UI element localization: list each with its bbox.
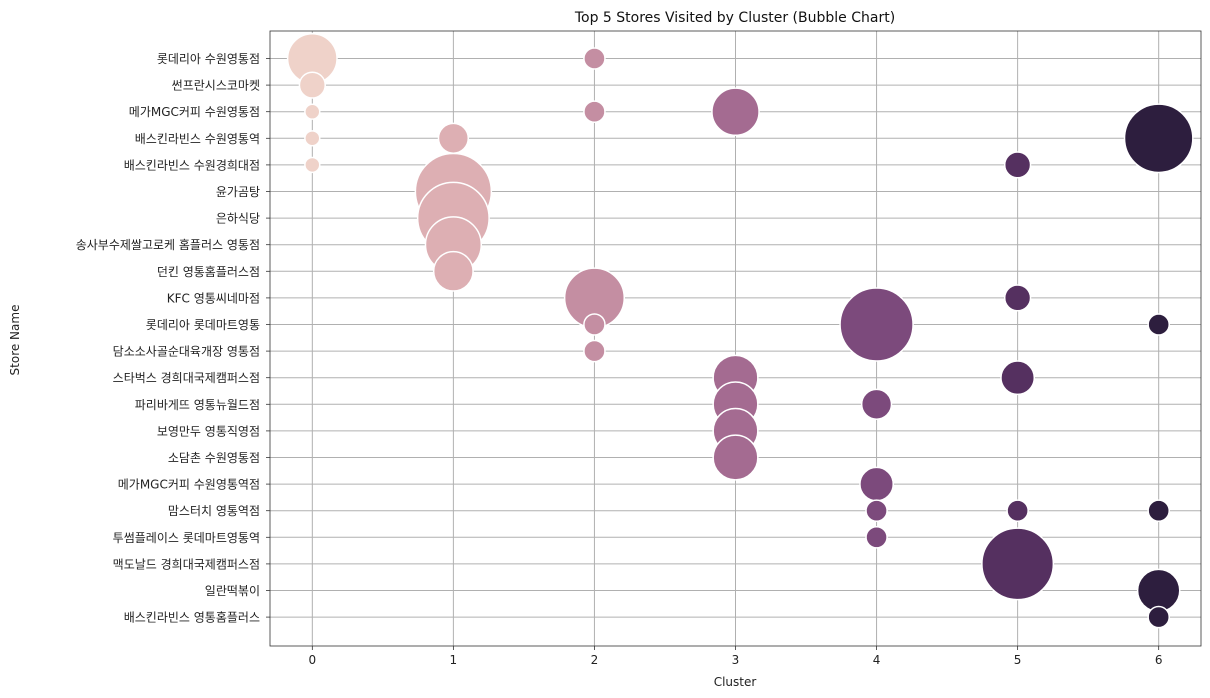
bubble-point: [1123, 103, 1194, 174]
bubble-point: [304, 156, 321, 174]
x-tick-label: 2: [591, 653, 599, 667]
y-tick-label: 배스킨라빈스 수원경희대점: [124, 158, 260, 172]
y-tick-label: KFC 영통씨네마점: [167, 291, 260, 305]
x-axis-title: Cluster: [714, 675, 757, 689]
y-tick-label: 소담촌 수원영통점: [168, 451, 260, 465]
y-tick-label: 던킨 영통홈플러스점: [157, 265, 260, 279]
bubble-point: [859, 466, 894, 502]
chart-title: Top 5 Stores Visited by Cluster (Bubble …: [574, 10, 895, 26]
y-tick-label: 보영만두 영통직영점: [157, 424, 260, 438]
y-tick-label: 투썸플레이스 롯데마트영통역: [113, 531, 260, 545]
bubble-point: [583, 339, 606, 363]
bubble-point: [583, 100, 606, 123]
y-tick-label: 파리바게뜨 영통뉴월드점: [135, 398, 260, 412]
bubble-point: [304, 130, 321, 147]
y-tick-label: 송사부수제쌀고로케 홈플러스 영통점: [76, 238, 260, 252]
y-tick-label: 맘스터치 영통역점: [168, 504, 260, 518]
y-tick-label: 배스킨라빈스 영통홈플러스: [124, 611, 260, 625]
bubble-point: [1136, 568, 1181, 613]
y-tick-label: 썬프란시스코마켓: [172, 79, 260, 93]
y-tick-label: 메가MGC커피 수원영통역점: [118, 478, 260, 492]
bubble-point: [1006, 499, 1029, 522]
bubble-point: [1003, 151, 1032, 179]
bubble-point: [1003, 284, 1032, 312]
y-tick-label: 은하식당: [216, 212, 260, 226]
y-tick-label: 담소소사골순대육개장 영통점: [113, 345, 260, 359]
bubble-point: [1000, 360, 1036, 396]
bubble-point: [712, 434, 759, 481]
x-tick-label: 6: [1155, 653, 1163, 667]
bubble-point: [432, 250, 474, 292]
bubble-point: [583, 313, 606, 336]
bubble-point: [1147, 605, 1170, 629]
y-tick-label: 메가MGC커피 수원영통점: [129, 105, 260, 119]
bubble-point: [860, 388, 893, 420]
bubble-point: [437, 122, 470, 154]
x-tick-label: 1: [450, 653, 458, 667]
y-tick-label: 롯데리아 수원영통점: [157, 52, 260, 66]
x-tick-label: 4: [873, 653, 881, 667]
bubble-point: [711, 87, 760, 137]
x-tick-label: 3: [732, 653, 740, 667]
bubble-point: [865, 526, 888, 549]
bubble-point: [865, 499, 888, 522]
y-tick-label: 맥도날드 경희대국제캠퍼스점: [113, 557, 260, 571]
bubble-point: [304, 103, 321, 120]
bubble-point: [1147, 313, 1170, 336]
bubbles: [286, 33, 1194, 629]
bubble-point: [298, 71, 326, 99]
y-axis-title: Store Name: [8, 305, 22, 376]
x-tick-label: 5: [1014, 653, 1022, 667]
bubble-point: [583, 47, 606, 70]
bubble-point: [1147, 499, 1170, 522]
grid: [270, 31, 1201, 646]
bubble-point: [839, 287, 914, 362]
bubble-point: [981, 527, 1055, 601]
y-tick-label: 윤가곰탕: [216, 185, 260, 199]
x-tick-labels: 0 1 2 3 4 5 6: [308, 646, 1163, 667]
y-tick-label: 일란떡볶이: [205, 584, 260, 598]
y-tick-label: 롯데리아 롯데마트영통: [146, 318, 260, 332]
y-tick-label: 스타벅스 경희대국제캠퍼스점: [113, 371, 260, 385]
x-tick-label: 0: [308, 653, 316, 667]
y-tick-label: 배스킨라빈스 수원영통역: [135, 132, 260, 146]
